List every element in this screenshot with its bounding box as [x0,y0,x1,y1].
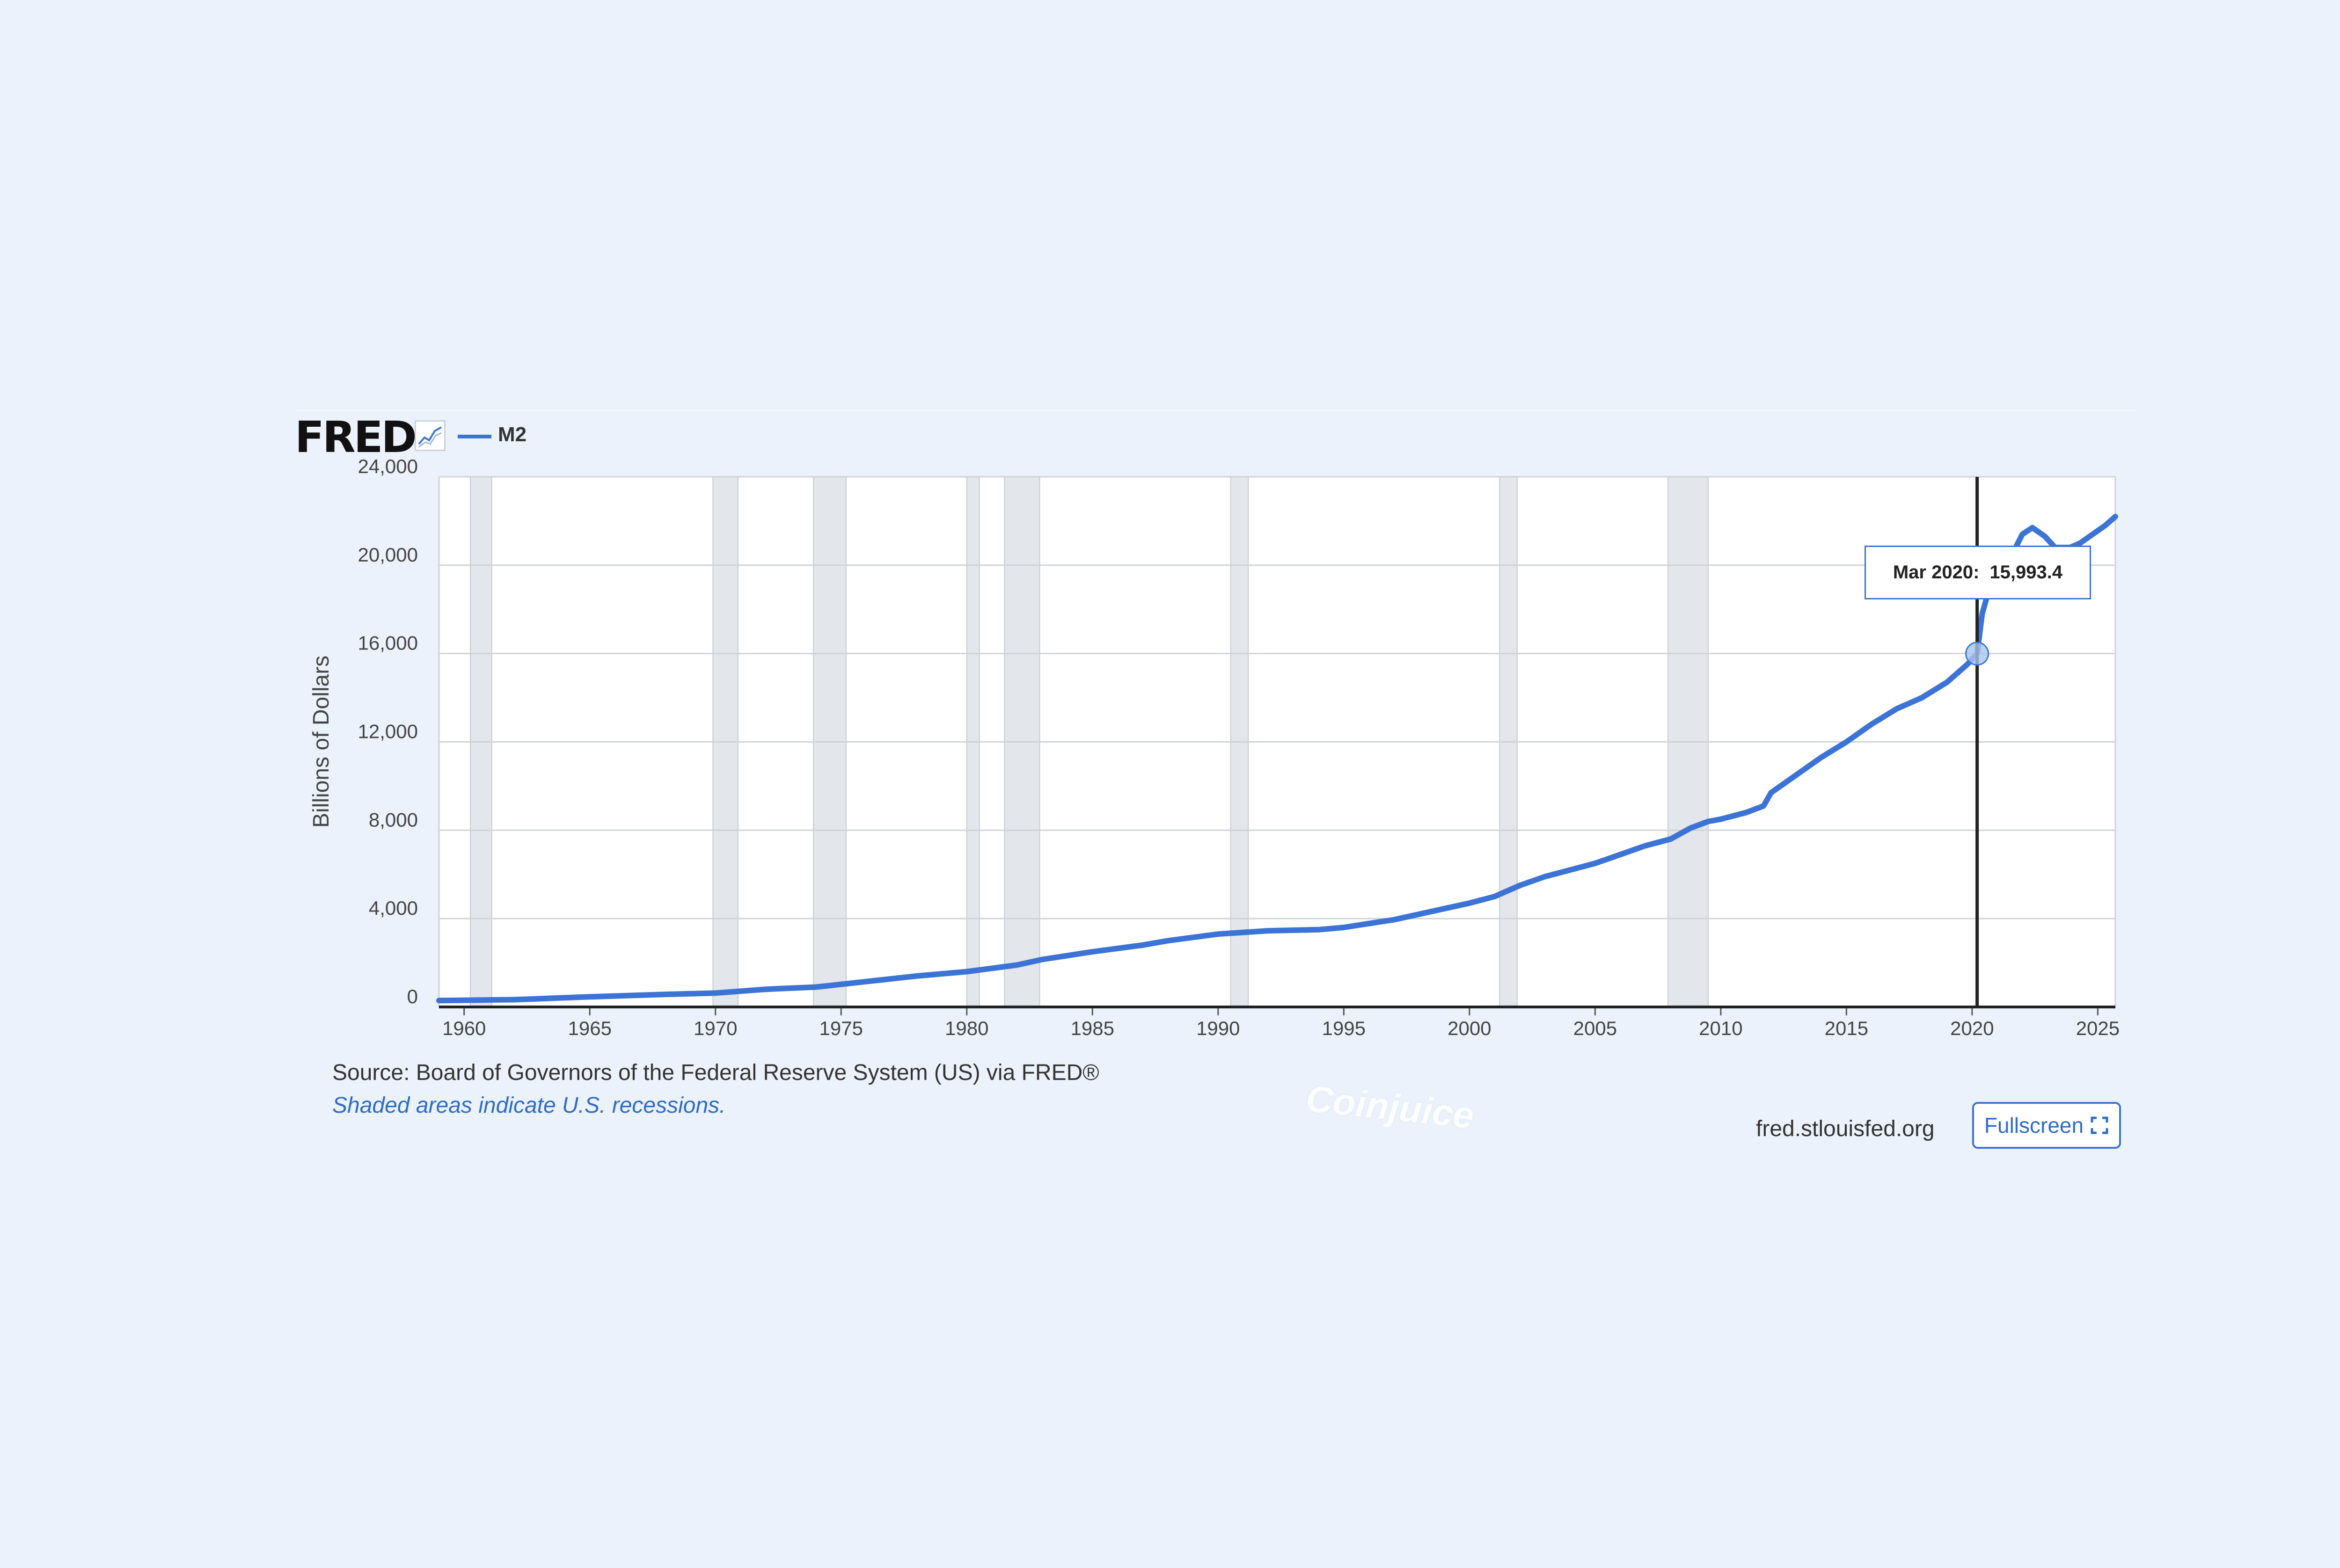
x-tick-label: 1970 [694,1017,737,1039]
y-tick-label: 0 [407,985,418,1007]
grid-layer [438,476,2116,1008]
x-tick-label: 2015 [1825,1017,1868,1039]
x-tick-label: 1985 [1071,1017,1114,1039]
fullscreen-label: Fullscreen [1984,1113,2084,1138]
source-text: Source: Board of Governors of the Federa… [332,1060,1099,1085]
site-link[interactable]: fred.stlouisfed.org [1756,1116,1935,1141]
y-tick-label: 16,000 [358,632,418,654]
legend-label: M2 [498,423,527,446]
fred-logo[interactable]: FRED [295,412,417,462]
x-tick-label: 1960 [442,1017,486,1039]
x-tick-label: 2010 [1699,1017,1742,1039]
x-tick-label: 1975 [819,1017,863,1039]
recession-note: Shaded areas indicate U.S. recessions. [332,1093,726,1118]
expand-icon [2091,1116,2108,1134]
legend-swatch [458,435,491,438]
y-ticks: 0 4,000 8,000 12,000 16,000 20,000 24,000 [358,455,418,1007]
y-axis-label: Billions of Dollars [309,656,334,828]
line-chart-icon [415,420,446,451]
divider [295,410,2136,411]
y-tick-label: 12,000 [358,721,418,743]
fullscreen-button[interactable]: Fullscreen [1972,1102,2121,1149]
y-tick-label: 24,000 [358,455,418,477]
x-tick-label: 1990 [1196,1017,1240,1039]
x-tick-label: 2025 [2076,1017,2120,1039]
hover-tooltip: Mar 2020: 15,993.4 [1865,546,2091,599]
x-tick-label: 2000 [1448,1017,1491,1039]
y-tick-label: 20,000 [358,544,418,566]
hover-point [1965,642,1989,666]
tooltip-value: 15,993.4 [1989,562,2063,583]
x-tick-label: 2020 [1950,1017,1994,1039]
x-tick-label: 1980 [945,1017,988,1039]
x-ticks: 1960 1965 1970 1975 1980 1985 1990 1995 2000 2005… [442,1007,2120,1039]
x-tick-label: 1965 [568,1017,612,1039]
y-tick-label: 4,000 [369,897,418,919]
x-tick-label: 1995 [1322,1017,1366,1039]
x-tick-label: 2005 [1573,1017,1617,1039]
y-tick-label: 8,000 [369,809,418,831]
tooltip-date: Mar 2020: [1893,562,1980,583]
